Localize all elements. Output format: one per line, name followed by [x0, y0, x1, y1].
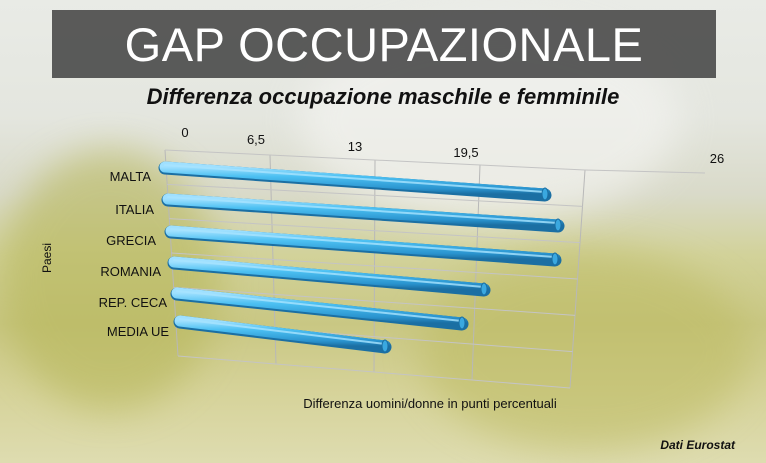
gridline-horizontal	[164, 149, 586, 171]
category-label: MALTA	[110, 169, 152, 184]
gridline-horizontal	[167, 183, 583, 207]
bar-cap	[458, 316, 466, 330]
y-axis-label: Paesi	[40, 243, 54, 273]
bar-highlight	[176, 290, 463, 322]
gridline-top	[584, 169, 706, 174]
gridline-horizontal	[169, 218, 581, 244]
bar	[168, 256, 490, 295]
title-banner: GAP OCCUPAZIONALE	[52, 10, 716, 78]
gridline-horizontal	[173, 286, 576, 316]
bar-cap	[551, 252, 559, 266]
bar-cap	[480, 282, 488, 296]
category-label: ROMANIA	[100, 264, 161, 279]
bar-cap	[541, 187, 549, 201]
bar	[165, 225, 561, 265]
gridline-horizontal	[171, 252, 578, 280]
bar-highlight	[167, 196, 559, 224]
bar-highlight	[170, 228, 556, 258]
bar	[174, 315, 391, 352]
bar	[171, 287, 468, 329]
x-axis-label: Differenza uomini/donne in punti percent…	[303, 396, 557, 411]
bar-highlight	[173, 259, 485, 288]
category-label: ITALIA	[115, 202, 154, 217]
category-label: GRECIA	[106, 233, 156, 248]
bar	[162, 193, 564, 231]
bar-cap	[554, 218, 562, 232]
x-tick-label: 19,5	[453, 145, 478, 160]
bar	[159, 161, 551, 200]
category-label: REP. CECA	[99, 295, 168, 310]
gridline-horizontal	[177, 355, 571, 389]
x-tick-label: 0	[181, 125, 188, 140]
bar-cap	[381, 339, 389, 353]
source-note: Dati Eurostat	[660, 438, 735, 452]
background-foliage	[0, 150, 220, 410]
x-tick-label: 6,5	[247, 132, 265, 147]
category-label: MEDIA UE	[107, 324, 169, 339]
chart-subtitle: Differenza occupazione maschile e femmin…	[146, 84, 620, 109]
chart-title: GAP OCCUPAZIONALE	[124, 17, 644, 71]
x-tick-label: 13	[348, 139, 362, 154]
x-tick-label: 26	[710, 151, 724, 166]
bar-highlight	[179, 318, 386, 345]
bar-highlight	[164, 164, 546, 193]
